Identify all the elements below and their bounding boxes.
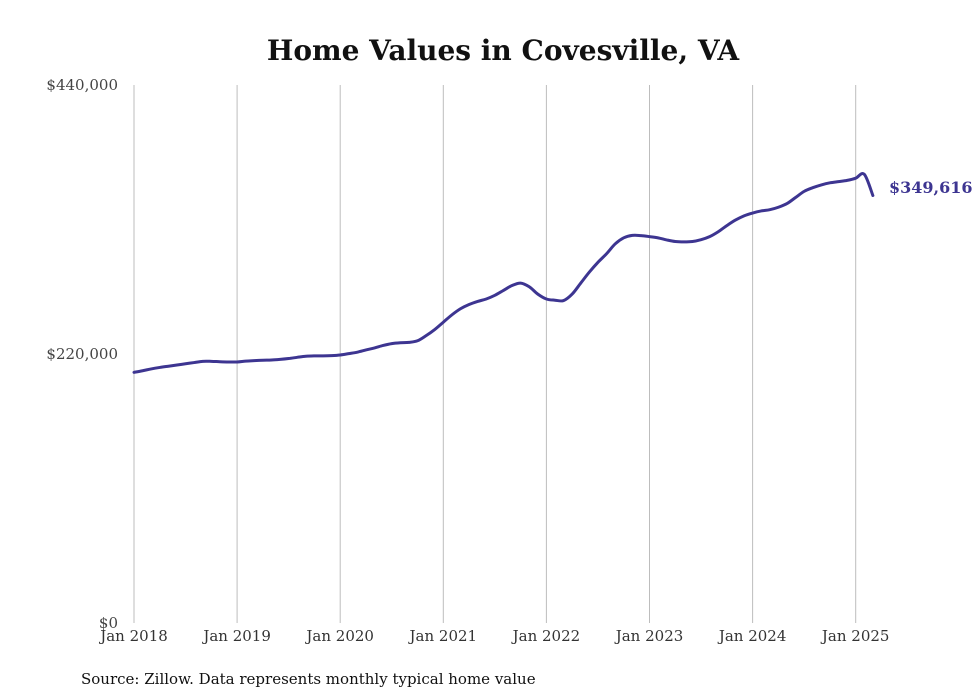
- x-tick-label: Jan 2025: [820, 627, 890, 645]
- grid: [133, 85, 857, 623]
- x-tick-label: Jan 2021: [408, 627, 478, 645]
- x-tick-label: Jan 2023: [614, 627, 684, 645]
- x-tick-label: Jan 2024: [717, 627, 787, 645]
- source-note: Source: Zillow. Data represents monthly …: [81, 670, 536, 688]
- home-value-line: [132, 172, 875, 374]
- x-tick-label: Jan 2018: [98, 627, 168, 645]
- x-axis: Jan 2018 Jan 2019 Jan 2020 Jan 2021 Jan 2022…: [98, 627, 889, 645]
- series: [132, 172, 875, 374]
- y-tick-label: $440,000: [46, 76, 118, 94]
- y-axis: $0 $220,000 $440,000: [46, 76, 118, 632]
- y-tick-label: $220,000: [46, 345, 118, 363]
- end-value-label: $349,616: [889, 178, 973, 197]
- chart-title: Home Values in Covesville, VA: [267, 34, 741, 67]
- x-tick-label: Jan 2020: [304, 627, 374, 645]
- x-tick-label: Jan 2022: [511, 627, 581, 645]
- y-tick-label: $0: [99, 614, 118, 632]
- x-tick-label: Jan 2019: [201, 627, 271, 645]
